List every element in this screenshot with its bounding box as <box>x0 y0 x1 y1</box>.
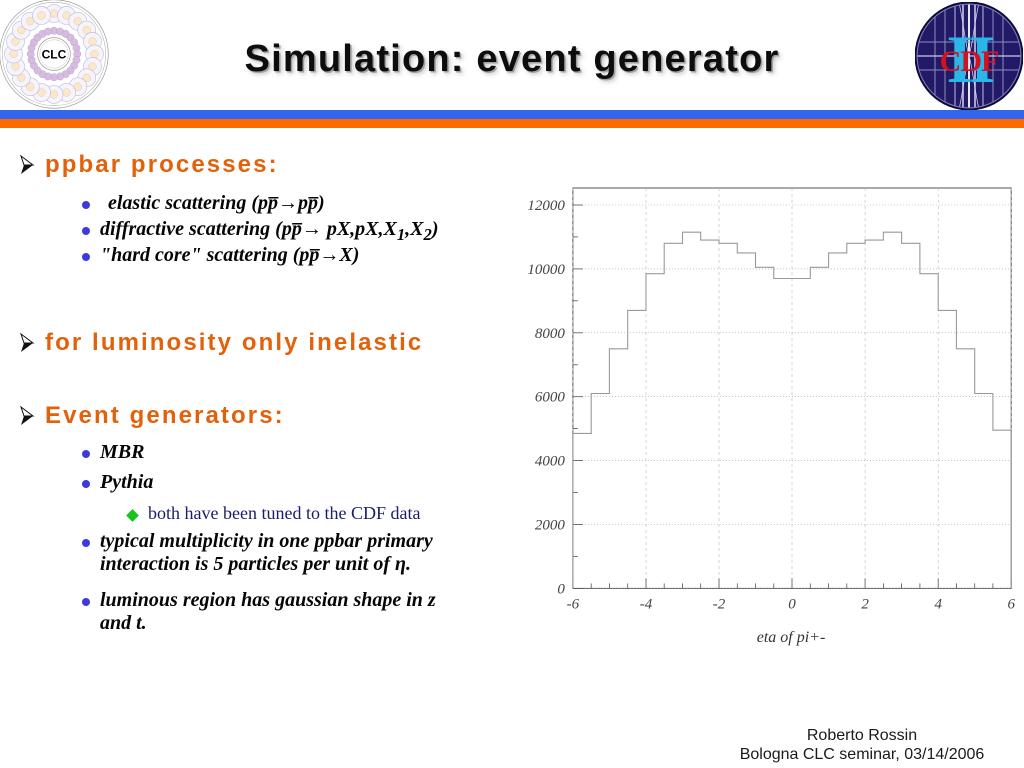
svg-text:6000: 6000 <box>535 390 566 406</box>
svg-text:10000: 10000 <box>527 262 565 278</box>
svg-text:-4: -4 <box>640 596 653 612</box>
svg-text:2: 2 <box>861 596 869 612</box>
svg-text:CDF: CDF <box>940 45 999 78</box>
svg-text:2000: 2000 <box>535 518 566 534</box>
svg-text:eta of pi+-: eta of pi+- <box>757 629 826 646</box>
svg-text:-2: -2 <box>713 596 726 612</box>
svg-text:8000: 8000 <box>535 326 566 342</box>
svg-text:-6: -6 <box>567 596 580 612</box>
svg-text:4000: 4000 <box>535 454 566 470</box>
svg-text:4: 4 <box>934 596 942 612</box>
svg-text:12000: 12000 <box>527 198 565 214</box>
svg-text:0: 0 <box>788 596 796 612</box>
svg-text:6: 6 <box>1007 596 1015 612</box>
svg-text:0: 0 <box>557 581 565 597</box>
